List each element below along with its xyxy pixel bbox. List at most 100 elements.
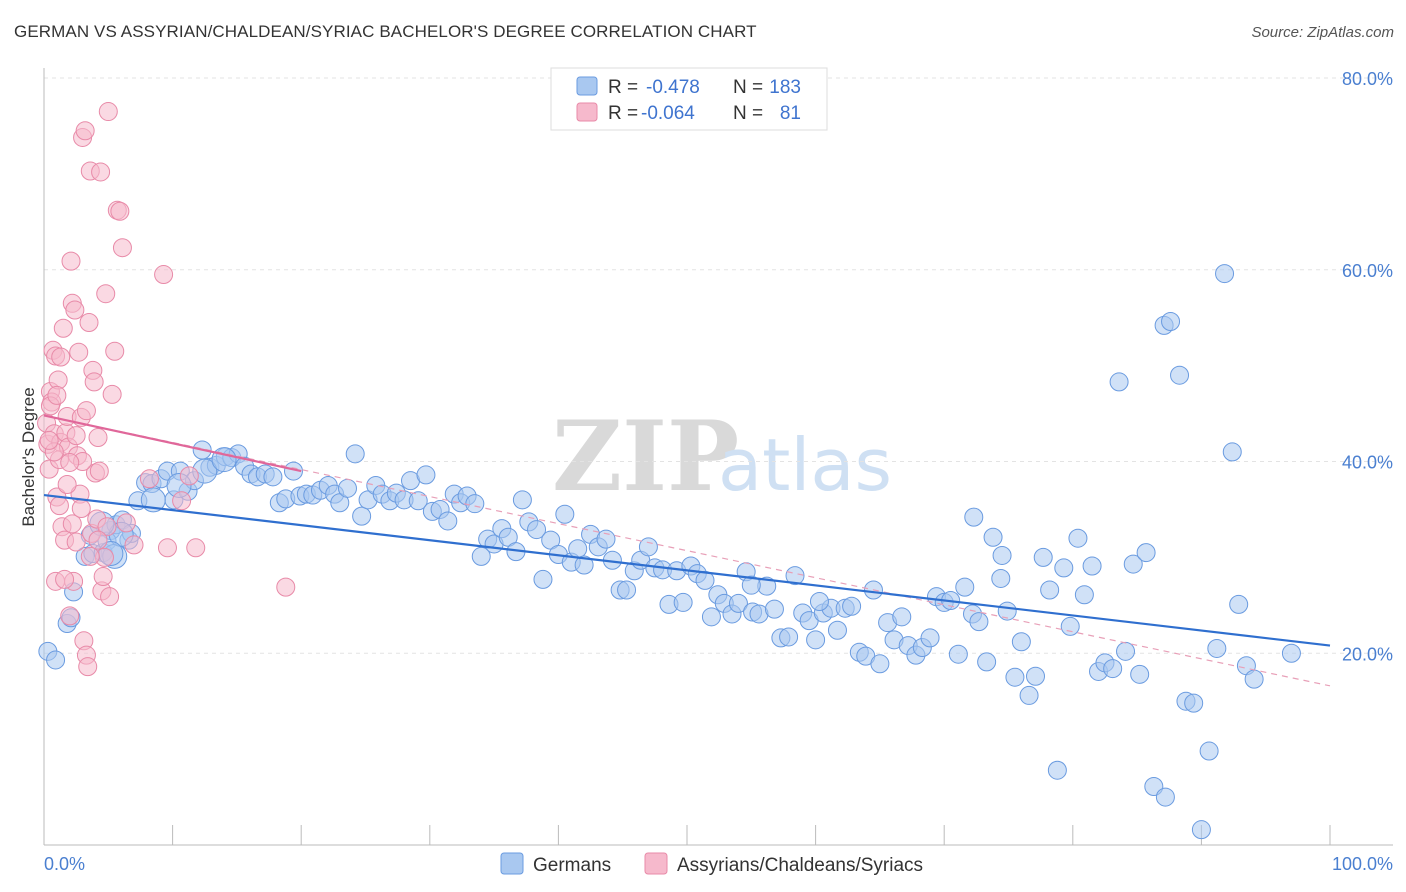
- assyrian-point-72: [88, 530, 108, 550]
- assyrian-point-74: [51, 347, 71, 367]
- german-point-171: [1229, 594, 1249, 614]
- german-point-128: [920, 628, 940, 648]
- assyrian-point-61: [179, 466, 199, 486]
- assyrian-point-30: [75, 121, 95, 141]
- bottom-legend: Germans Assyrians/Chaldeans/Syriacs: [500, 852, 923, 876]
- german-point-178: [809, 591, 829, 611]
- bottom-legend-swatch-assyrians: [644, 852, 668, 875]
- german-point-large-3: [140, 487, 166, 513]
- german-point-139: [997, 601, 1017, 621]
- german-point-156: [1116, 641, 1136, 661]
- german-point-151: [1082, 556, 1102, 576]
- german-point-169: [1215, 264, 1235, 284]
- german-point-173: [1244, 669, 1264, 689]
- german-point-158: [1130, 664, 1150, 684]
- german-point-157: [1123, 554, 1143, 574]
- legend-n-label-germans: N =: [733, 77, 763, 98]
- legend-swatch-germans: [576, 76, 598, 96]
- legend-r-value-germans: -0.478: [646, 77, 700, 98]
- german-point-176: [964, 507, 984, 527]
- german-point-138: [991, 568, 1011, 588]
- assyrian-point-44: [93, 567, 113, 587]
- assyrian-point-55: [116, 513, 136, 533]
- german-point-47: [352, 506, 372, 526]
- german-point-79: [574, 555, 594, 575]
- german-point-59: [438, 511, 458, 531]
- assyrian-point-25: [69, 342, 89, 362]
- german-point-136: [977, 652, 997, 672]
- german-point-167: [1199, 741, 1219, 761]
- german-point-117: [842, 596, 862, 616]
- assyrian-point-65: [49, 496, 69, 516]
- assyrian-point-22: [65, 300, 85, 320]
- assyrian-point-23: [66, 532, 86, 552]
- gridlines: 20.0% 40.0% 60.0% 80.0%: [44, 69, 1393, 664]
- german-point-124: [892, 607, 912, 627]
- german-point-106: [764, 599, 784, 619]
- assyrian-point-75: [71, 498, 91, 518]
- german-point-146: [1047, 760, 1067, 780]
- assyrian-point-47: [97, 517, 117, 537]
- assyrian-point-40: [88, 428, 108, 448]
- german-point-175: [992, 545, 1012, 565]
- german-point-85: [617, 580, 637, 600]
- assyrian-point-49: [100, 587, 120, 607]
- german-point-135: [969, 612, 989, 632]
- y-tick-label-60: 60.0%: [1342, 261, 1393, 281]
- watermark-atlas: atlas: [718, 423, 892, 507]
- y-axis-label: Bachelor's Degree: [19, 387, 38, 526]
- assyrian-point-76: [276, 577, 296, 597]
- legend-r-value-assyrians: -0.064: [641, 103, 695, 124]
- german-point-115: [827, 620, 847, 640]
- assyrians-series: [37, 102, 296, 677]
- legend-n-value-germans: 183: [769, 77, 801, 98]
- assyrian-point-18: [60, 606, 80, 626]
- german-point-170: [1222, 442, 1242, 462]
- german-point-141: [1011, 632, 1031, 652]
- german-point-150: [1074, 585, 1094, 605]
- german-point-1: [46, 650, 66, 670]
- assyrian-point-56: [124, 535, 144, 555]
- german-point-133: [955, 577, 975, 597]
- legend-r-label-germans: R =: [608, 77, 638, 98]
- bottom-legend-label-assyrians: Assyrians/Chaldeans/Syriacs: [677, 855, 923, 876]
- legend-box: R = -0.478 N = 183 R = -0.064 N = 81: [550, 67, 828, 131]
- german-point-145: [1040, 580, 1060, 600]
- assyrian-trend-line: [43, 414, 302, 473]
- assyrian-point-80: [47, 385, 67, 405]
- assyrian-point-79: [76, 401, 96, 421]
- bottom-legend-label-germans: Germans: [533, 855, 611, 876]
- german-point-34: [263, 467, 283, 487]
- german-point-179: [741, 575, 761, 595]
- german-point-108: [779, 627, 799, 647]
- assyrian-point-71: [80, 546, 100, 566]
- x-tick-min: 0.0%: [44, 854, 85, 874]
- assyrian-point-66: [66, 426, 86, 446]
- assyrian-point-13: [53, 318, 73, 338]
- german-point-132: [948, 644, 968, 664]
- german-point-162: [1161, 312, 1181, 332]
- assyrian-point-70: [62, 514, 82, 534]
- german-point-109: [785, 566, 805, 586]
- chart-title: GERMAN VS ASSYRIAN/CHALDEAN/SYRIAC BACHE…: [14, 22, 757, 41]
- assyrian-point-57: [139, 469, 159, 489]
- assyrian-point-68: [57, 475, 77, 495]
- assyrian-point-51: [105, 341, 125, 361]
- german-point-144: [1033, 547, 1053, 567]
- assyrian-point-19: [61, 251, 81, 271]
- bottom-legend-swatch-germans: [500, 852, 524, 875]
- watermark-zip: ZIP: [552, 400, 739, 513]
- source-label: Source: ZipAtlas.com: [1251, 24, 1394, 41]
- german-point-142: [1019, 685, 1039, 705]
- german-point-101: [728, 593, 748, 613]
- german-point-155: [1109, 372, 1129, 392]
- legend-r-label-assyrians: R =: [608, 103, 638, 124]
- german-point-88: [638, 537, 658, 557]
- legend-n-label-assyrians: N =: [733, 103, 763, 124]
- german-point-137: [983, 527, 1003, 547]
- assyrian-point-54: [112, 238, 132, 258]
- assyrian-point-53: [110, 201, 130, 221]
- assyrian-point-59: [157, 538, 177, 558]
- german-point-55: [408, 491, 428, 511]
